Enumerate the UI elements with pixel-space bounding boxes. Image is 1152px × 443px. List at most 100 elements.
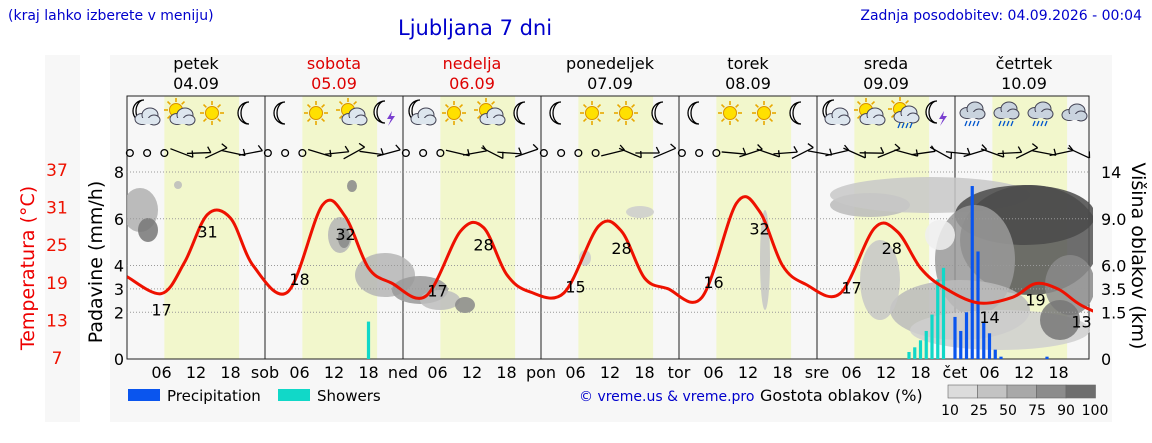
sun-cloud-icon [164, 98, 196, 126]
precipitation-bar [976, 251, 980, 359]
hour-tick: 06 [289, 363, 309, 382]
cloud-density-area [338, 228, 350, 248]
day-date: 08.09 [725, 74, 771, 93]
day-name: sobota [307, 54, 361, 73]
hour-tick: 12 [324, 363, 344, 382]
hour-tick: 06 [703, 363, 723, 382]
day-abbr-tick: sre [805, 363, 829, 382]
sun-icon [304, 101, 328, 125]
wind-calm-marker [263, 148, 272, 158]
day-date: 10.09 [1001, 74, 1047, 93]
precipitation-tick: 8 [114, 163, 124, 182]
hour-tick: 18 [772, 363, 792, 382]
cloud-height-tick: 9.0 [1101, 210, 1126, 229]
temperature-extreme-label: 28 [473, 235, 493, 254]
hour-tick: 12 [876, 363, 896, 382]
wind-barb [825, 144, 850, 157]
hour-tick: 18 [220, 363, 240, 382]
wind-calm-marker [539, 148, 548, 158]
cloud-density-legend-title: Gostota oblakov (%) [760, 386, 923, 405]
wind-calm-marker [125, 148, 134, 158]
precipitation-tick: 6 [114, 210, 124, 229]
wind-barb [204, 143, 228, 159]
left-panel-bg [45, 55, 80, 422]
wind-barb [1015, 143, 1039, 159]
wind-barb [1067, 147, 1091, 159]
cloud-density-step: 75 [1028, 403, 1046, 419]
showers-bar [907, 351, 911, 359]
temperature-extreme-label: 15 [565, 278, 585, 297]
temperature-extreme-label: 17 [427, 281, 447, 300]
sun-icon [580, 101, 604, 125]
page-title: Ljubljana 7 dni [398, 16, 553, 40]
cloud-density-area [1040, 300, 1080, 340]
wind-calm-marker [695, 148, 704, 158]
wind-barb [859, 146, 885, 154]
day-date: 09.09 [863, 74, 909, 93]
temperature-extreme-label: 19 [1025, 291, 1045, 310]
wind-barb [324, 145, 350, 155]
wind-barb [791, 143, 814, 160]
cloud-density-step: 50 [999, 403, 1017, 419]
cloud-icon [1061, 103, 1088, 122]
day-abbr-tick: tor [668, 363, 691, 382]
moon-icon [237, 101, 250, 125]
cloud-height-tick: 0 [1101, 350, 1111, 369]
hour-tick: 12 [186, 363, 206, 382]
precipitation-bar [953, 316, 957, 359]
cloud-rain-icon [959, 101, 986, 127]
showers-bar [936, 279, 940, 359]
precipitation-bar [970, 186, 974, 359]
wind-calm-marker [677, 148, 686, 158]
cloud-density-area [174, 181, 182, 189]
wind-calm-marker [281, 148, 290, 158]
temperature-tick: 7 [52, 349, 63, 369]
cloud-density-step: 25 [970, 403, 988, 419]
precipitation-bar [1045, 356, 1049, 359]
day-name: ponedeljek [566, 54, 655, 73]
wind-barb [618, 147, 642, 159]
wind-barb [929, 146, 953, 160]
temperature-extreme-label: 18 [289, 270, 309, 289]
daylight-band [578, 96, 654, 359]
hour-tick: 12 [600, 363, 620, 382]
legend-precipitation-label: Precipitation [167, 387, 261, 405]
copyright-text: © vreme.us & vreme.pro [579, 389, 754, 405]
location-hint: (kraj lahko izberete v meniju) [8, 8, 214, 24]
temperature-extreme-label: 17 [841, 279, 861, 298]
hour-tick: 18 [358, 363, 378, 382]
cloud-density-area [455, 297, 475, 313]
wind-barb [963, 144, 988, 158]
moon-cloud-icon [132, 99, 161, 126]
temperature-extreme-label: 32 [749, 219, 769, 238]
showers-bar [930, 314, 934, 359]
cloud-height-tick: 14 [1101, 163, 1121, 182]
daylight-band [164, 96, 240, 359]
cloud-height-tick: 3.5 [1101, 280, 1126, 299]
cloud-density-area [925, 220, 955, 250]
cloud-density-swatch [977, 384, 1008, 399]
wind-barb [601, 144, 626, 157]
cloud-density-area [420, 290, 460, 310]
showers-bar [913, 347, 917, 359]
cloud-height-tick: 1.5 [1101, 303, 1126, 322]
sun-icon [200, 101, 224, 125]
wind-calm-marker [160, 148, 169, 158]
last-updated: Zadnja posodobitev: 04.09.2026 - 00:04 [860, 8, 1142, 24]
cloud-height-tick: 6.0 [1101, 257, 1126, 276]
wind-calm-marker [557, 148, 566, 158]
precipitation-tick: 4 [114, 257, 124, 276]
wind-barb [945, 147, 971, 155]
cloud-density-step: 90 [1057, 403, 1075, 419]
precipitation-bar [999, 356, 1003, 359]
day-abbr-tick: pon [526, 363, 556, 382]
day-date: 06.09 [449, 74, 495, 93]
day-abbr-tick: čet [943, 363, 968, 382]
temperature-tick: 13 [46, 311, 68, 331]
day-name: nedelja [443, 54, 502, 73]
cloud-density-swatch [947, 384, 978, 399]
hour-tick: 12 [1014, 363, 1034, 382]
day-abbr-tick: sob [251, 363, 279, 382]
moon-icon [273, 101, 286, 125]
precipitation-tick: 3 [114, 280, 124, 299]
